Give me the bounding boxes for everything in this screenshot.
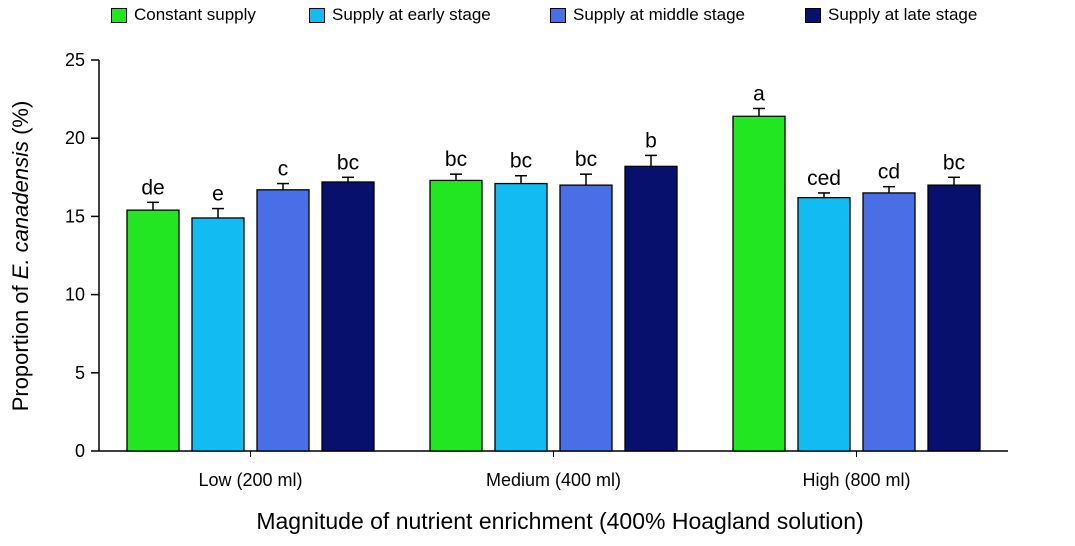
significance-letter: bc: [943, 151, 965, 174]
legend-item-supply-late: Supply at late stage: [805, 4, 977, 26]
significance-letter: c: [278, 158, 289, 181]
legend-label: Supply at late stage: [828, 5, 978, 24]
x-tick-label: Low (200 ml): [198, 470, 302, 490]
significance-letter: b: [645, 129, 657, 152]
x-tick-label: High (800 ml): [802, 470, 910, 490]
bar: [797, 196, 851, 452]
significance-letter: bc: [445, 148, 467, 171]
y-axis-title-wrap: Proportion of E. canadensis (%): [6, 60, 36, 452]
significance-letter: bc: [575, 148, 597, 171]
significance-letter: e: [212, 183, 224, 206]
legend-item-constant-supply: Constant supply: [111, 4, 256, 26]
legend-item-supply-early: Supply at early stage: [309, 4, 491, 26]
bar: [321, 181, 375, 452]
bar: [494, 182, 548, 452]
legend-item-supply-middle: Supply at middle stage: [550, 4, 745, 26]
bar: [429, 179, 483, 452]
y-tick-label: 20: [65, 128, 85, 148]
x-axis-title: Magnitude of nutrient enrichment (400% H…: [256, 508, 864, 534]
y-axis-title-species: E. canadensis: [8, 141, 33, 280]
x-tick-label: Medium (400 ml): [486, 470, 621, 490]
y-axis-title: Proportion of E. canadensis (%): [8, 101, 34, 412]
y-tick-label: 15: [65, 206, 85, 226]
legend-label: Supply at early stage: [332, 5, 491, 24]
y-axis-title-suffix: (%): [8, 100, 33, 142]
bar: [256, 189, 310, 452]
bar: [624, 165, 678, 452]
y-tick-label: 10: [65, 285, 85, 305]
y-axis-title-prefix: Proportion of: [8, 279, 33, 412]
legend-label: Supply at middle stage: [573, 5, 745, 24]
significance-letter: bc: [510, 150, 532, 173]
bar: [732, 115, 786, 452]
legend: Constant supply Supply at early stage Su…: [0, 4, 1075, 28]
significance-letter: ced: [807, 167, 841, 190]
legend-label: Constant supply: [134, 5, 256, 24]
bar: [927, 184, 981, 452]
significance-letter: de: [141, 176, 164, 199]
significance-letter: cd: [878, 161, 900, 184]
legend-swatch: [309, 7, 325, 23]
legend-swatch: [550, 7, 566, 23]
legend-swatch: [805, 7, 821, 23]
significance-letter: bc: [337, 151, 359, 174]
y-tick-label: 0: [75, 441, 85, 461]
bar: [559, 184, 613, 452]
bar: [126, 209, 180, 452]
legend-swatch: [111, 7, 127, 23]
significance-letter: a: [753, 82, 765, 105]
y-tick-label: 25: [65, 50, 85, 70]
bar: [191, 217, 245, 452]
y-tick-label: 5: [75, 363, 85, 383]
bar: [862, 192, 916, 452]
